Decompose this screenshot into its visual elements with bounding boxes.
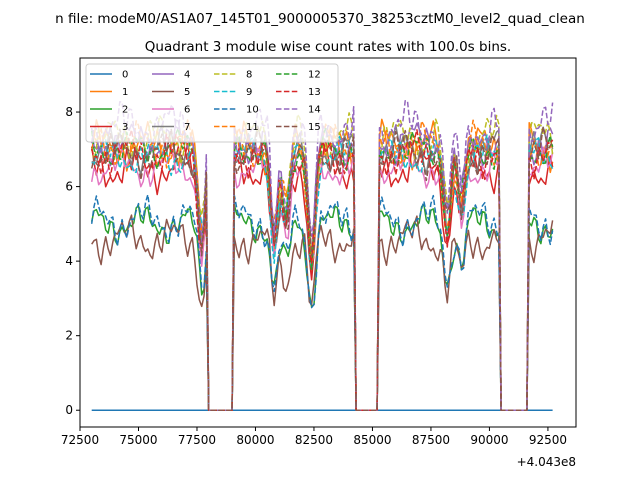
x-tick-label: 85000 — [353, 433, 391, 447]
legend-label-2: 2 — [122, 105, 128, 116]
x-offset-label: +4.043e8 — [517, 455, 576, 469]
legend-label-10: 10 — [246, 105, 259, 116]
legend-label-12: 12 — [308, 70, 321, 81]
legend-label-9: 9 — [246, 87, 252, 98]
y-tick-label: 2 — [65, 329, 73, 343]
legend-label-15: 15 — [308, 122, 321, 133]
figure-suptitle: n file: modeM0/AS1A07_145T01_9000005370_… — [55, 11, 585, 27]
x-tick-label: 75000 — [119, 433, 157, 447]
legend-label-13: 13 — [308, 87, 321, 98]
series-line-2 — [90, 203, 554, 411]
y-tick-label: 4 — [65, 254, 73, 268]
legend-label-6: 6 — [184, 105, 190, 116]
legend-label-7: 7 — [184, 122, 190, 133]
series-line-6 — [90, 145, 554, 411]
x-tick-label: 82500 — [295, 433, 333, 447]
y-tick-label: 6 — [65, 180, 73, 194]
legend-label-4: 4 — [184, 70, 190, 81]
x-tick-label: 77500 — [178, 433, 216, 447]
x-tick-label: 72500 — [61, 433, 99, 447]
legend-label-14: 14 — [308, 105, 321, 116]
axes-frame — [79, 57, 577, 428]
series-line-10 — [90, 193, 554, 411]
legend-label-1: 1 — [122, 87, 128, 98]
legend-label-0: 0 — [122, 70, 128, 81]
x-tick-label: 90000 — [470, 433, 508, 447]
legend-label-11: 11 — [246, 122, 259, 133]
chart-title: Quadrant 3 module wise count rates with … — [145, 39, 511, 55]
series-line-3 — [90, 140, 554, 411]
series-line-5 — [91, 214, 554, 411]
legend-label-8: 8 — [246, 70, 252, 81]
legend-label-5: 5 — [184, 87, 190, 98]
legend-label-3: 3 — [122, 122, 128, 133]
plot-area — [90, 100, 554, 411]
axis-ticks: 72500 75000 77500 80000 82500 85000 87500 90000… — [61, 105, 567, 447]
legend-box — [85, 63, 339, 143]
y-tick-label: 0 — [65, 403, 73, 417]
x-tick-label: 80000 — [236, 433, 274, 447]
y-tick-label: 8 — [65, 105, 73, 119]
x-tick-label: 87500 — [412, 433, 450, 447]
x-tick-label: 92500 — [529, 433, 567, 447]
